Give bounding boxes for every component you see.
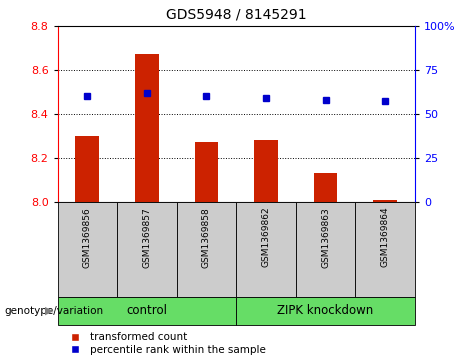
Bar	[135, 54, 159, 202]
Bar	[236, 297, 415, 325]
Bar	[177, 202, 236, 297]
Bar	[58, 297, 236, 325]
Bar	[76, 136, 99, 202]
Text: ZIPK knockdown: ZIPK knockdown	[278, 305, 374, 318]
Text: GSM1369856: GSM1369856	[83, 207, 92, 268]
Text: genotype/variation: genotype/variation	[5, 306, 104, 316]
Bar	[313, 174, 337, 202]
Title: GDS5948 / 8145291: GDS5948 / 8145291	[166, 8, 307, 22]
Text: GSM1369864: GSM1369864	[381, 207, 390, 268]
Bar	[254, 140, 278, 202]
Bar	[195, 142, 219, 202]
Bar	[355, 202, 415, 297]
Text: GSM1369857: GSM1369857	[142, 207, 152, 268]
Bar	[373, 200, 397, 202]
Text: ▶: ▶	[45, 306, 53, 316]
Legend: transformed count, percentile rank within the sample: transformed count, percentile rank withi…	[63, 330, 268, 357]
Text: GSM1369862: GSM1369862	[261, 207, 271, 268]
Bar	[58, 202, 117, 297]
Bar	[236, 202, 296, 297]
Text: control: control	[126, 305, 167, 318]
Text: GSM1369863: GSM1369863	[321, 207, 330, 268]
Bar	[117, 202, 177, 297]
Text: GSM1369858: GSM1369858	[202, 207, 211, 268]
Bar	[296, 202, 355, 297]
